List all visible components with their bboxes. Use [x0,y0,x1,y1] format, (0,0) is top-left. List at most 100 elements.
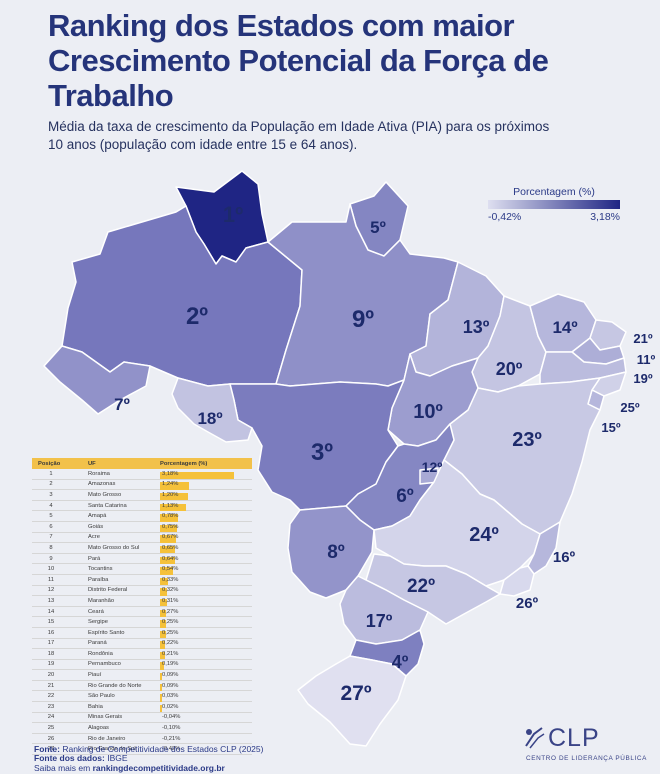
map-rank-label-GO: 6º [396,486,414,507]
row-uf: Roraima [88,470,110,477]
row-percent: 0,21% [160,650,252,660]
row-percent-text: 1,13% [162,502,179,509]
row-position: 20 [47,672,55,679]
fonte-dados-label: Fonte dos dados: [34,753,105,764]
clp-logo-text: CLP [548,724,600,752]
row-percent-bar [160,651,165,660]
row-uf: Pará [88,555,101,562]
row-percent-text: 0,09% [162,672,179,679]
state-TO[interactable] [387,353,479,447]
map-rank-label-TO: 10º [413,401,443,423]
row-uf: Sergipe [88,619,108,626]
map-rank-label-PI: 20º [496,359,523,379]
row-uf: Rio de Janeiro [88,735,126,742]
row-percent-text: 0,67% [162,534,179,541]
row-uf: Pernambuco [88,661,121,668]
row-position: 27 [47,746,55,753]
row-percent: 1,20% [160,491,252,501]
row-percent-bar [160,503,187,511]
row-percent: 0,25% [160,619,252,628]
map-rank-label-AM: 2º [186,303,208,330]
row-position: 10 [47,566,55,573]
table-row: 17 Paraná 0,22% [32,639,252,650]
row-percent-bar [160,620,166,628]
table-row: 12 Distrito Federal 0,32% [32,586,252,597]
row-percent-text: 0,03% [162,693,179,700]
clp-logo-icon [525,727,545,749]
map-rank-label-MG: 24º [469,524,499,546]
row-percent: 0,78% [160,513,252,522]
map-rank-label-PE: 19º [633,371,652,386]
ranking-table: Posição UF Porcentagem (%) 1 Roraima 3,18%… [32,458,252,756]
row-position: 25 [47,725,55,732]
row-position: 8 [49,544,53,551]
row-percent-bar [160,704,162,713]
table-row: 18 Rondônia 0,21% [32,649,252,660]
row-uf: Goiás [88,523,104,530]
row-percent: 0,54% [160,566,252,575]
row-percent-bar [160,673,163,681]
map-rank-label-PB: 11º [637,352,656,367]
map-rank-label-AC: 7º [114,395,130,414]
row-percent-text: 1,20% [162,491,179,498]
state-RJ[interactable] [499,565,535,597]
row-percent: 0,27% [160,608,252,617]
row-percent-bar [160,641,166,649]
row-uf: Bahia [88,703,103,710]
row-uf: Paraná [88,640,107,647]
row-percent: -0,42% [160,746,252,752]
row-percent-text: 0,19% [162,661,179,668]
row-percent-bar [160,545,176,554]
row-position: 3 [49,491,53,498]
row-percent-text: 0,78% [162,513,179,520]
state-AC[interactable] [43,345,151,415]
state-RS[interactable] [297,655,407,747]
row-percent-text: -0,42% [162,746,181,753]
row-percent-bar [160,630,166,639]
row-position: 15 [47,619,55,626]
table-row: 25 Alagoas -0,10% [32,723,252,734]
row-percent-text: 3,18% [162,470,179,477]
map-legend: Porcentagem (%) -0,42% 3,18% [488,186,620,223]
row-percent-bar [160,598,168,607]
row-percent-text: 0,02% [162,703,179,710]
map-rank-label-RS: 27º [340,682,371,705]
row-position: 4 [49,502,53,509]
row-percent-text: 0,31% [162,597,179,604]
row-uf: Tocantins [88,566,113,573]
row-percent-text: 0,27% [162,608,179,615]
row-percent-bar [160,471,234,480]
row-uf: Rio Grande do Sul [88,746,136,753]
row-percent: 0,75% [160,524,252,533]
row-uf: São Paulo [88,693,115,700]
row-percent-bar [160,514,179,522]
fonte-text: Ranking de Competitividade dos Estados C… [62,744,264,754]
row-percent-text: -0,10% [162,725,181,732]
row-percent-text: 0,25% [162,629,179,636]
table-row: 9 Pará 0,64% [32,554,252,565]
map-rank-label-CE: 14º [552,318,577,337]
table-row: 7 Acre 0,67% [32,533,252,544]
row-percent-bar [160,694,162,702]
row-percent-text: 0,32% [162,587,179,594]
row-percent: 0,25% [160,629,252,639]
row-percent-text: 0,21% [162,650,179,657]
saiba-link[interactable]: rankingdecompetitividade.org.br [92,762,225,773]
map-rank-label-MT: 3º [311,439,333,466]
row-percent: 0,03% [160,693,252,702]
row-position: 24 [47,714,55,721]
table-row: 4 Santa Catarina 1,13% [32,501,252,512]
page-subtitle: Média da taxa de crescimento da Populaçã… [48,119,550,152]
row-percent-bar [160,556,175,564]
table-row: 26 Rio de Janeiro -0,21% [32,734,252,745]
row-position: 13 [47,597,55,604]
map-rank-label-SE: 15º [601,420,620,435]
table-row: 2 Amazonas 1,24% [32,480,252,491]
table-row: 22 São Paulo 0,03% [32,691,252,703]
table-row: 15 Sergipe 0,25% [32,617,252,628]
row-position: 6 [49,523,53,530]
row-percent-bar [160,577,168,586]
state-RO[interactable] [171,377,253,443]
row-uf: Espírito Santo [88,629,125,636]
state-ES[interactable] [527,521,561,575]
